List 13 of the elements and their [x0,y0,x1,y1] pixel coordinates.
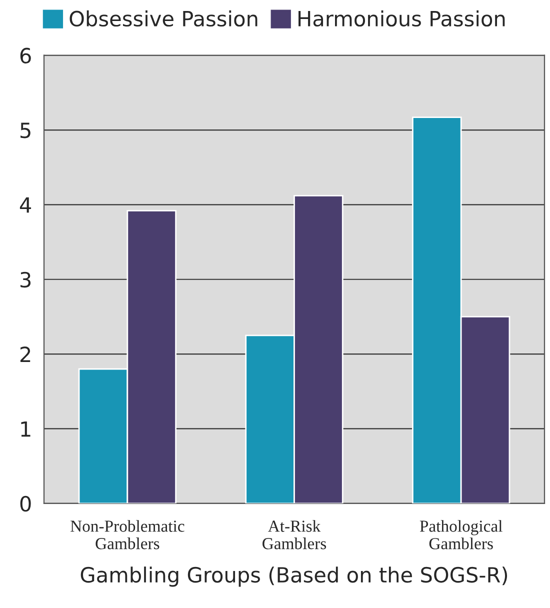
y-tick-label: 2 [20,346,30,362]
y-tick-label: 5 [20,122,30,138]
y-tick-label: 4 [20,197,32,213]
legend-label: Obsessive Passion [70,10,258,27]
x-tick-label: At-Risk Gamblers [262,520,326,550]
legend-label: Harmonious Passion [298,10,505,27]
y-tick-label: 3 [20,272,31,288]
y-tick-label: 1 [21,421,30,437]
y-tick-label: 0 [20,496,31,512]
y-tick-label: 6 [20,48,31,64]
x-tick-label: Pathological Gamblers [420,520,502,550]
x-tick-label: Non-Problematic Gamblers [70,520,184,550]
x-axis-title: Gambling Groups (Based on the SOGS-R) [80,566,508,587]
